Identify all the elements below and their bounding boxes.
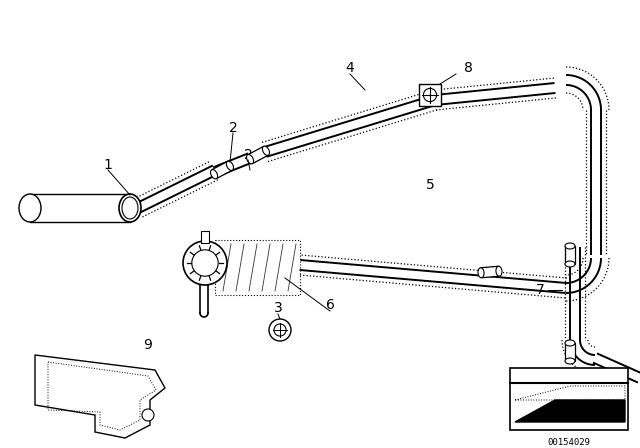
Ellipse shape	[478, 268, 484, 278]
Text: 5: 5	[426, 178, 435, 192]
Bar	[419, 84, 441, 106]
Circle shape	[274, 324, 286, 336]
Polygon shape	[248, 146, 268, 164]
Text: 1: 1	[104, 158, 113, 172]
Polygon shape	[212, 161, 232, 179]
Text: 6: 6	[326, 298, 335, 312]
Bar	[510, 368, 628, 430]
Text: 4: 4	[346, 61, 355, 75]
Ellipse shape	[565, 340, 575, 346]
Text: 3: 3	[274, 301, 282, 315]
Text: 00154029: 00154029	[547, 438, 591, 447]
Text: 8: 8	[463, 61, 472, 75]
Ellipse shape	[211, 170, 218, 179]
Circle shape	[192, 250, 218, 276]
Ellipse shape	[565, 243, 575, 249]
Polygon shape	[515, 400, 625, 422]
Polygon shape	[565, 343, 575, 361]
Polygon shape	[481, 266, 499, 278]
Ellipse shape	[246, 155, 253, 164]
Ellipse shape	[565, 261, 575, 267]
Ellipse shape	[122, 197, 138, 219]
Ellipse shape	[565, 358, 575, 364]
Ellipse shape	[227, 161, 234, 170]
Text: 9: 9	[143, 338, 152, 352]
Bar	[201, 231, 209, 243]
Circle shape	[183, 241, 227, 285]
Circle shape	[142, 409, 154, 421]
Polygon shape	[35, 355, 165, 438]
Circle shape	[269, 319, 291, 341]
Ellipse shape	[496, 266, 502, 276]
Text: 7: 7	[536, 283, 545, 297]
Ellipse shape	[19, 194, 41, 222]
Ellipse shape	[262, 146, 269, 155]
Text: 2: 2	[244, 148, 252, 162]
Ellipse shape	[119, 194, 141, 222]
Polygon shape	[565, 246, 575, 264]
Text: 2: 2	[228, 121, 237, 135]
Circle shape	[424, 88, 436, 102]
